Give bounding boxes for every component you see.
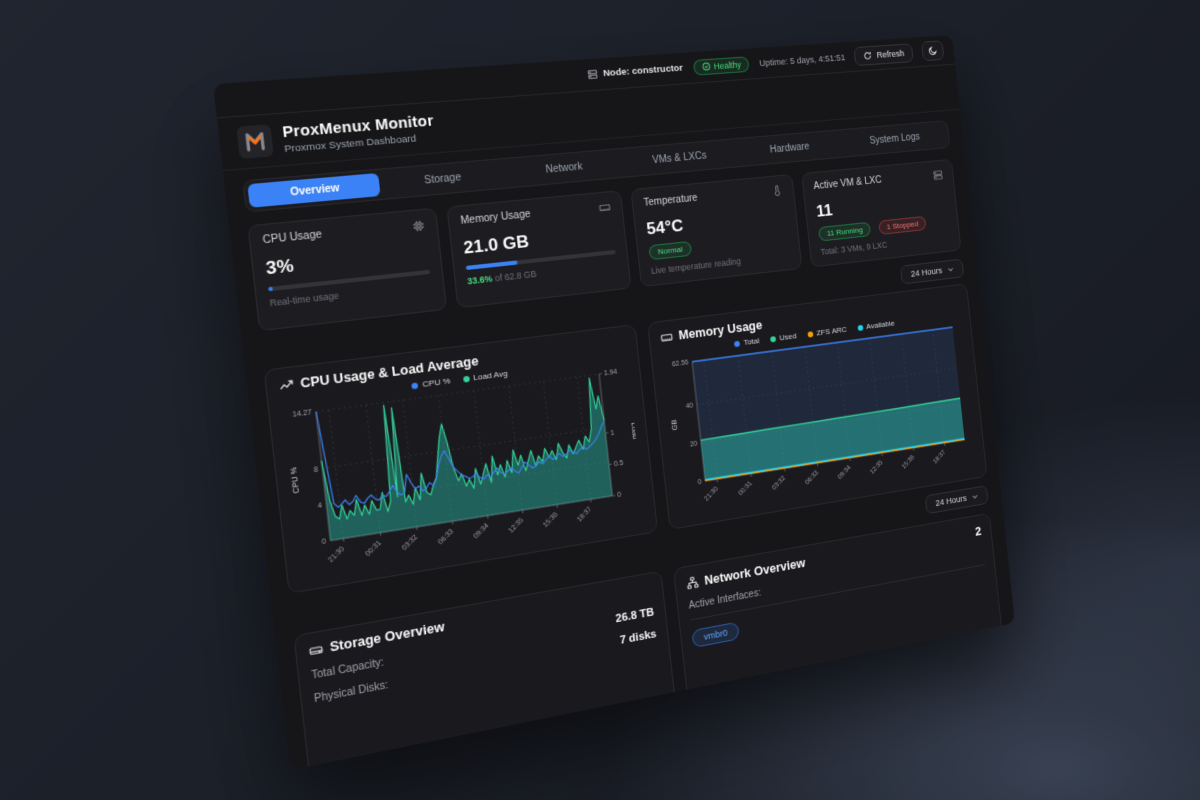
legend-dot (733, 340, 741, 347)
node-indicator: Node: constructor (587, 62, 684, 81)
svg-text:06:33: 06:33 (804, 469, 820, 486)
memory-usage-card: Memory Usage 21.0 GB 33.6% of 62.8 GB (446, 190, 632, 309)
memory-of-total: of 62.8 GB (491, 268, 537, 284)
storage-row-value: 26.8 TB (615, 606, 655, 626)
health-label: Healthy (713, 59, 742, 71)
svg-text:40: 40 (685, 402, 694, 411)
active-interfaces-count: 2 (974, 523, 982, 539)
svg-text:09:34: 09:34 (836, 463, 852, 480)
storage-row-value: 7 disks (619, 628, 658, 647)
time-range-select-secondary[interactable]: 24 Hours (925, 485, 989, 515)
moon-icon (928, 45, 938, 56)
cpu-progress-fill (268, 286, 274, 292)
node-label: Node: constructor (602, 62, 684, 80)
svg-text:0: 0 (697, 478, 702, 486)
vm-stopped-badge: 1 Stopped (878, 215, 927, 235)
temperature-card: Temperature 54°C Normal Live temperature… (630, 173, 803, 288)
svg-text:12:35: 12:35 (507, 516, 525, 534)
charts-row: CPU Usage & Load Average CPU % Load Avg 0… (263, 283, 988, 594)
svg-text:8: 8 (313, 465, 318, 474)
svg-text:1: 1 (610, 428, 615, 436)
refresh-button[interactable]: Refresh (853, 42, 914, 66)
svg-text:03:32: 03:32 (400, 533, 419, 552)
hard-drive-icon (308, 642, 324, 658)
memory-usage-chart: 0 20 40 62.56 21:30 00:31 03:32 06:33 09:34 12:35… (669, 319, 976, 502)
memory-pct: 33.6% (466, 273, 493, 287)
svg-text:62.56: 62.56 (672, 359, 689, 369)
svg-text:18:37: 18:37 (932, 448, 947, 465)
svg-text:09:34: 09:34 (472, 521, 491, 540)
svg-text:0.5: 0.5 (614, 459, 624, 468)
cpu-chip-icon (412, 219, 426, 236)
refresh-icon (863, 50, 873, 60)
check-circle-icon (701, 62, 710, 71)
memory-card-title: Memory Usage (460, 208, 532, 227)
chevron-down-icon (971, 492, 979, 501)
proxmenux-logo (236, 124, 274, 159)
svg-text:GB: GB (669, 419, 679, 431)
tab-storage[interactable]: Storage (423, 171, 462, 187)
tab-vms-lxcs[interactable]: VMs & LXCs (651, 150, 708, 166)
svg-text:06:33: 06:33 (436, 527, 455, 546)
tab-system-logs[interactable]: System Logs (869, 131, 921, 147)
vm-running-badge: 11 Running (818, 221, 872, 242)
memory-progress-fill (465, 260, 518, 271)
svg-text:1.94: 1.94 (604, 368, 618, 378)
network-nodes-icon (686, 575, 700, 590)
time-range-select-primary[interactable]: 24 Hours (900, 258, 965, 285)
server-stack-icon (932, 169, 944, 184)
svg-text:14.27: 14.27 (292, 408, 312, 419)
svg-text:18:37: 18:37 (575, 505, 593, 523)
temperature-status-badge: Normal (648, 240, 692, 261)
thermometer-icon (771, 185, 784, 200)
svg-text:Load: Load (630, 422, 640, 440)
time-range-secondary-label: 24 Hours (935, 493, 968, 508)
refresh-label: Refresh (876, 48, 905, 60)
tab-hardware[interactable]: Hardware (769, 141, 810, 156)
svg-text:00:31: 00:31 (363, 539, 382, 558)
cpu-load-chart: 0 4 8 14.27 0 0.5 1 1.94 21:30 00:31 03:32 06:33 09:… (288, 368, 640, 564)
svg-text:0: 0 (321, 537, 327, 546)
svg-text:21:30: 21:30 (703, 484, 720, 502)
uptime-label: Uptime: 5 days, 4:51:51 (758, 52, 846, 68)
svg-text:15:36: 15:36 (541, 511, 559, 529)
memory-stick-icon (598, 201, 611, 217)
theme-toggle-button[interactable] (921, 40, 945, 62)
memory-chip-icon (660, 330, 674, 344)
tab-network[interactable]: Network (545, 160, 584, 176)
legend-dot (462, 375, 470, 383)
svg-text:03:32: 03:32 (770, 474, 786, 491)
svg-text:0: 0 (617, 491, 622, 500)
svg-text:21:30: 21:30 (326, 544, 346, 564)
memory-chart-panel: Memory Usage Total Used ZFS ARC Available 0… (647, 283, 988, 530)
proxmenux-dashboard-window: Node: constructor Healthy Uptime: 5 days… (213, 35, 1015, 771)
legend-dot (411, 381, 419, 389)
svg-text:CPU %: CPU % (288, 466, 301, 494)
interface-badge-vmbr0[interactable]: vmbr0 (691, 621, 740, 649)
chevron-down-icon (947, 265, 955, 273)
activity-icon (278, 378, 294, 394)
legend-dot (770, 335, 777, 343)
svg-text:00:31: 00:31 (737, 479, 754, 496)
legend-dot (807, 330, 814, 338)
storage-row-label: Physical Disks: (313, 679, 389, 705)
cpu-card-title: CPU Usage (262, 229, 323, 247)
storage-row-label: Total Capacity: (310, 656, 385, 682)
svg-text:15:36: 15:36 (900, 453, 915, 470)
cpu-load-chart-panel: CPU Usage & Load Average CPU % Load Avg 0… (263, 324, 659, 594)
temperature-card-title: Temperature (643, 192, 699, 209)
tab-overview[interactable]: Overview (247, 172, 381, 208)
vm-card-title: Active VM & LXC (813, 175, 883, 193)
cpu-usage-card: CPU Usage 3% Real-time usage (247, 207, 448, 332)
svg-text:12:35: 12:35 (868, 458, 884, 475)
active-vm-lxc-card: Active VM & LXC 11 11 Running 1 Stopped … (801, 158, 962, 268)
health-status-badge: Healthy (692, 55, 750, 76)
svg-text:4: 4 (317, 501, 323, 510)
legend-dot (857, 324, 863, 331)
time-range-primary-label: 24 Hours (910, 265, 943, 279)
svg-text:20: 20 (690, 440, 699, 449)
server-icon (587, 69, 599, 81)
